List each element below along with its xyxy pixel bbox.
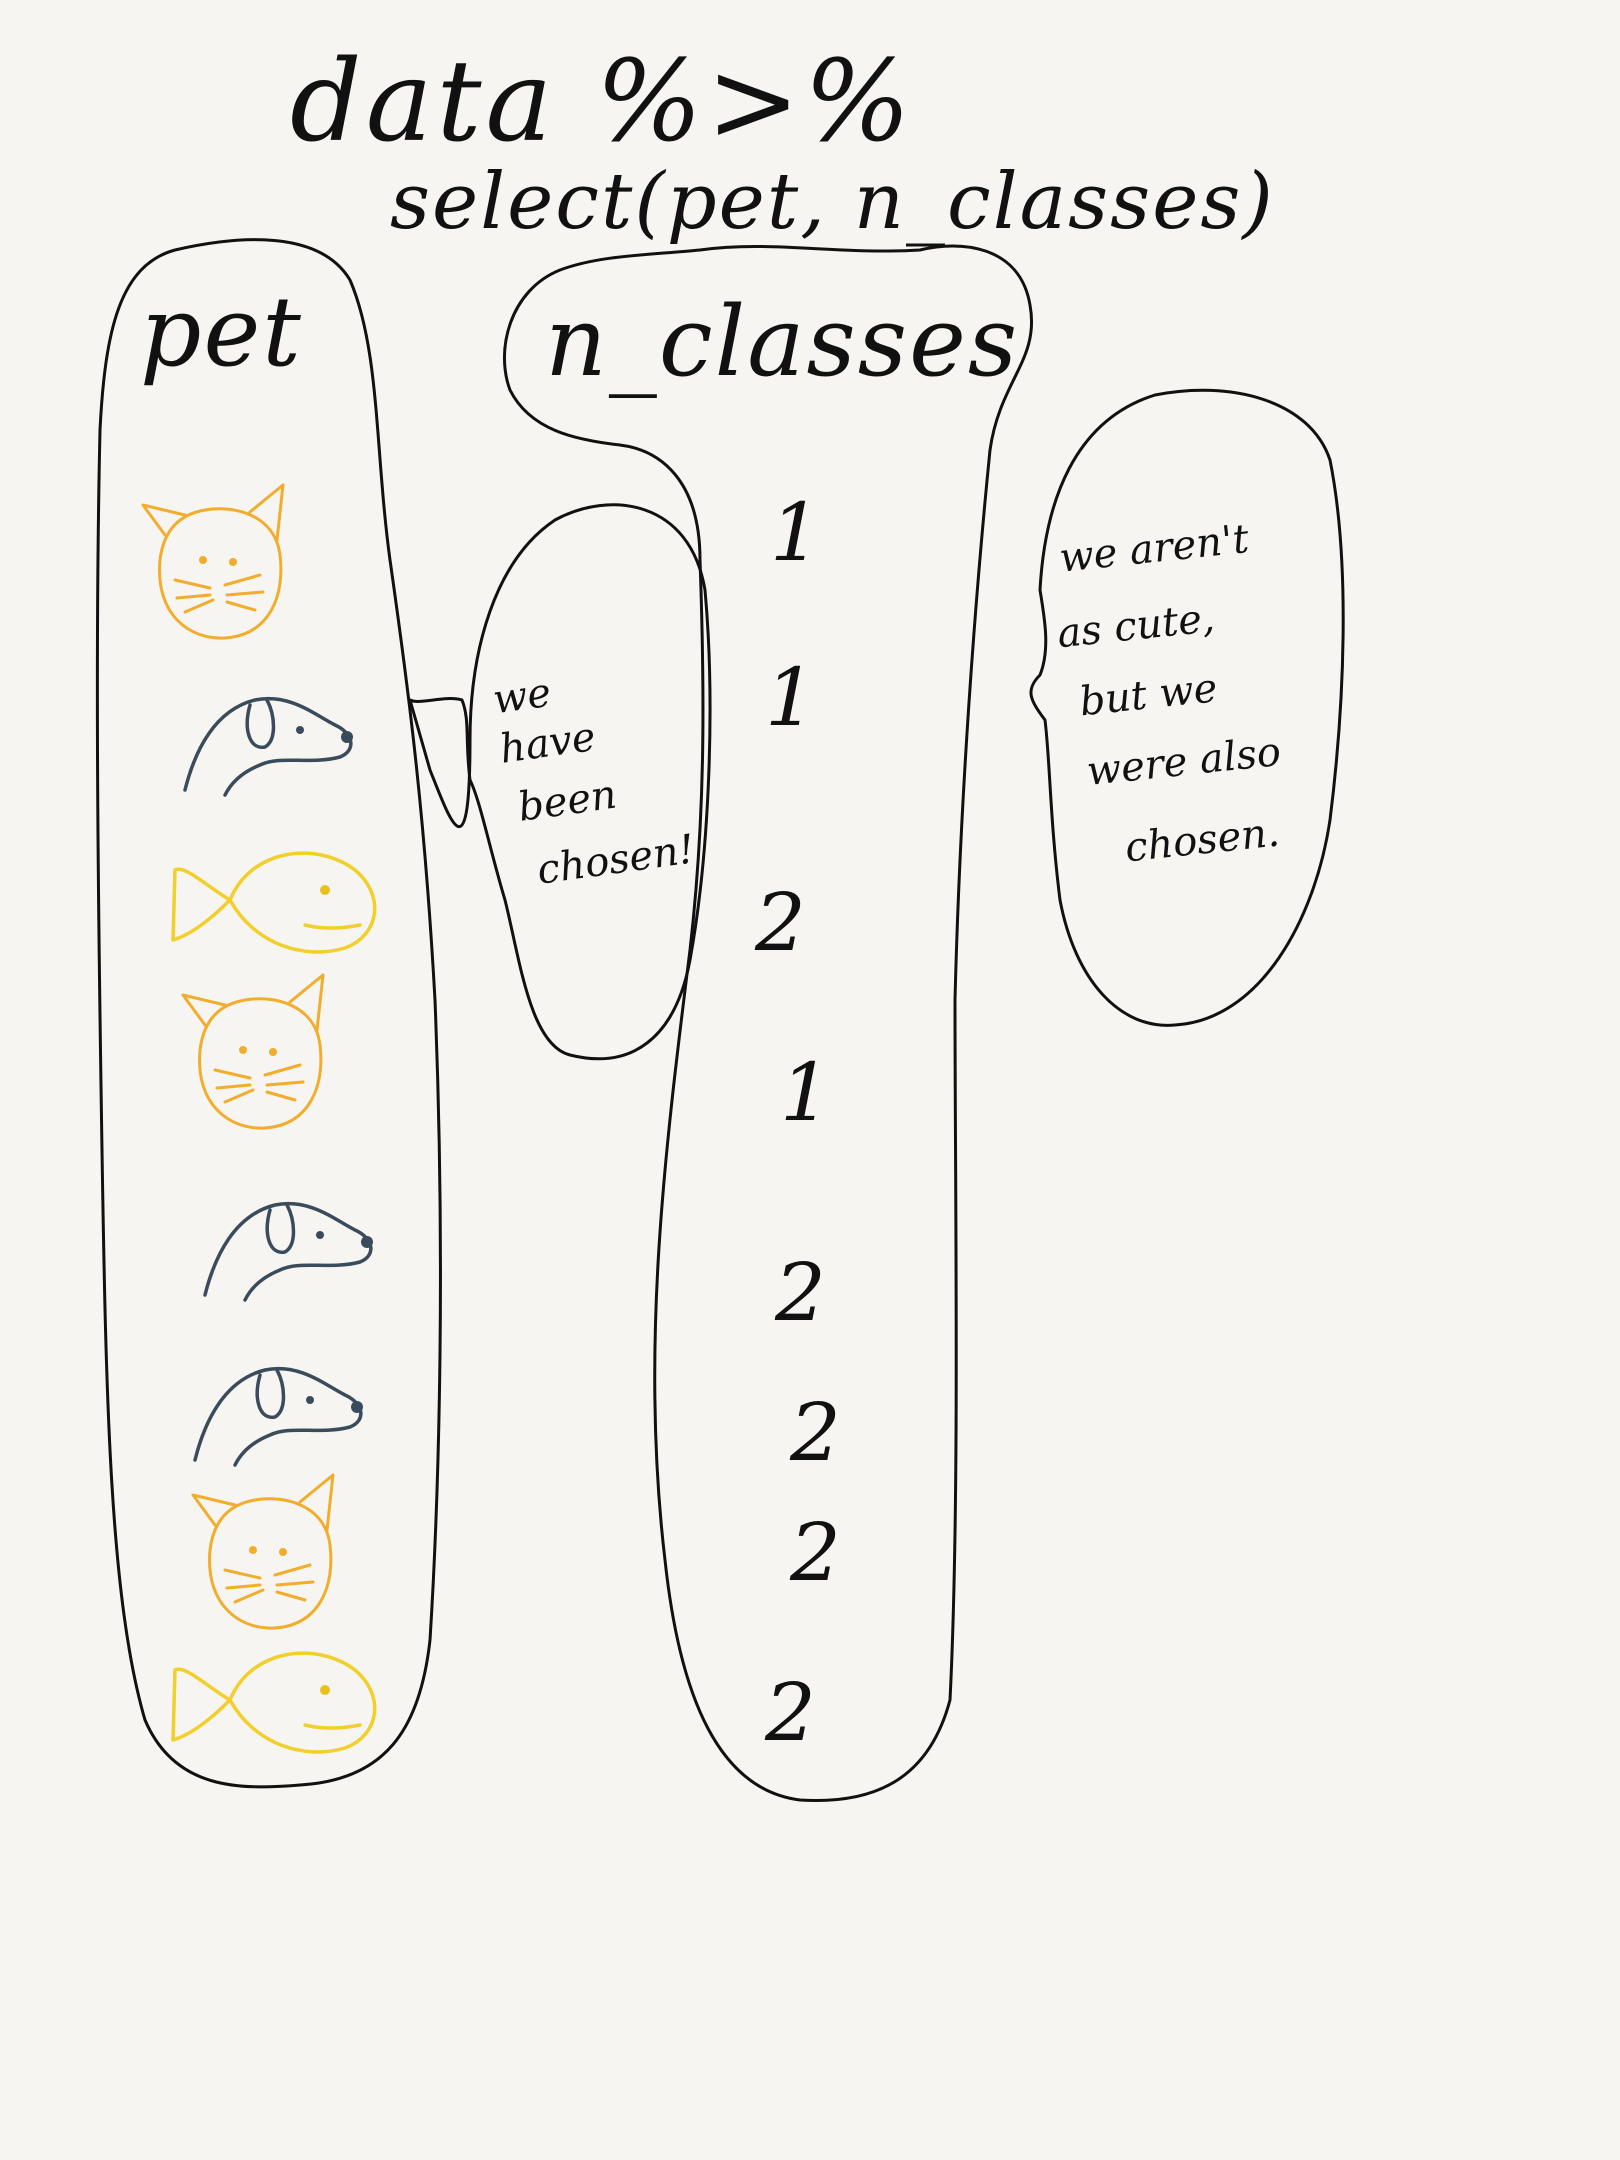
pet-column-outline	[97, 240, 440, 1787]
pet-icons	[143, 485, 375, 1752]
right-bubble-text: we aren't as cute, but we were also chos…	[1047, 515, 1291, 876]
bubble-line: we aren't	[1057, 516, 1252, 582]
pet-column-header: pet	[140, 276, 303, 388]
bubble-line: as cute,	[1055, 595, 1217, 657]
n-classes-value: 1	[765, 651, 816, 744]
title-line-2: select(pet, n_classes)	[390, 157, 1275, 247]
bubble-line: have	[497, 714, 598, 773]
cat-icon	[183, 975, 323, 1128]
dog-icon	[195, 1369, 363, 1465]
n-classes-value: 2	[764, 1666, 816, 1759]
n-classes-value: 2	[774, 1246, 826, 1339]
n-classes-values: 1 1 2 1 2 2 2 2	[754, 486, 841, 1759]
left-bubble-text: we have been chosen!	[490, 653, 697, 897]
fish-icon	[173, 1653, 375, 1752]
n-classes-column-header: n_classes	[545, 286, 1019, 398]
n-classes-value: 1	[780, 1046, 831, 1139]
n-classes-value: 2	[789, 1386, 841, 1479]
bubble-line: we	[490, 670, 554, 724]
n-classes-value: 1	[770, 486, 821, 579]
cat-icon	[193, 1475, 333, 1628]
cat-icon	[143, 485, 283, 638]
fish-icon	[173, 853, 375, 952]
bubble-line: were also	[1085, 729, 1283, 795]
title-line-1: data %>%	[290, 37, 915, 167]
dog-icon	[205, 1204, 373, 1300]
dog-icon	[185, 699, 353, 795]
bubble-line: but we	[1077, 665, 1219, 725]
n-classes-value: 2	[754, 876, 806, 969]
n-classes-column-outline	[504, 246, 1031, 1801]
bubble-line: chosen!	[534, 826, 697, 894]
bubble-line: chosen.	[1123, 809, 1282, 871]
n-classes-value: 2	[789, 1506, 841, 1599]
bubble-line: been	[515, 772, 619, 831]
